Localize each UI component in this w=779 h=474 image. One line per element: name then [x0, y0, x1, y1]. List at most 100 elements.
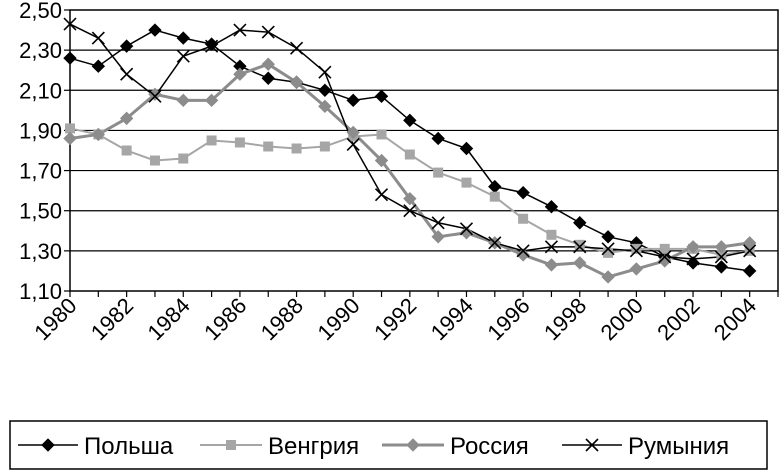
data-point [403, 204, 417, 218]
data-point [459, 222, 474, 236]
data-point [206, 135, 217, 146]
x-tick-label: 1984 [143, 293, 195, 345]
data-point-stroke [516, 244, 530, 258]
x-tick-label: 1994 [426, 293, 478, 345]
data-point [65, 123, 75, 134]
y-tick-label: 1,70 [19, 159, 62, 184]
series-line-4 [69, 23, 750, 260]
x-tick-label: 2000 [596, 293, 648, 345]
data-point-stroke [261, 25, 275, 39]
data-point [63, 51, 77, 65]
data-point [659, 243, 670, 254]
y-tick-label: 1,90 [19, 118, 62, 143]
series-markers [63, 17, 757, 284]
data-point [573, 216, 587, 230]
data-point [544, 240, 559, 254]
legend-marker [406, 438, 420, 452]
data-point-stroke [459, 222, 474, 236]
legend-label: Польша [84, 433, 174, 460]
data-point-stroke [544, 240, 559, 254]
data-point [461, 177, 472, 188]
data-point [233, 67, 247, 81]
x-tick-label: 1996 [482, 293, 534, 345]
data-point [149, 155, 160, 166]
y-tick-label: 1,30 [19, 239, 62, 264]
legend-item: Румыния [562, 433, 729, 460]
data-point [178, 153, 189, 164]
data-point [573, 240, 587, 254]
y-tick-label: 2,30 [19, 38, 62, 63]
data-point-stroke [63, 17, 77, 31]
data-point [742, 264, 757, 278]
data-point [544, 199, 559, 214]
data-point-stroke [205, 39, 219, 53]
data-point [291, 143, 302, 154]
data-point-stroke [91, 31, 105, 45]
legend-item: Польша [18, 433, 174, 460]
x-tick-label: 1986 [199, 293, 251, 345]
data-point [629, 262, 644, 276]
data-point [488, 236, 502, 250]
data-point [546, 229, 557, 240]
data-point [91, 31, 105, 45]
legend-item: Венгрия [200, 433, 359, 460]
legend-item: Россия [382, 433, 529, 460]
gridlines [70, 49, 778, 252]
data-point [205, 39, 219, 53]
data-point [318, 65, 332, 79]
plot-frame [69, 9, 779, 292]
y-axis-ticks: 2,50 2,30 2,10 1,90 1,70 1,50 1,30 1,10 [19, 0, 70, 304]
legend-label: Румыния [628, 433, 729, 460]
data-point [121, 145, 132, 156]
y-tick-label: 2,50 [19, 0, 62, 23]
data-point-stroke [714, 250, 728, 264]
data-point [233, 23, 247, 37]
data-point [289, 75, 304, 89]
data-point [686, 252, 700, 266]
data-point [431, 216, 445, 230]
data-point [176, 49, 190, 63]
data-point [459, 226, 474, 240]
data-point [63, 131, 77, 146]
data-point [574, 239, 585, 250]
data-point [148, 23, 162, 37]
data-point [403, 113, 417, 128]
data-point [601, 270, 615, 284]
data-point [261, 71, 275, 85]
data-point-stroke [289, 41, 304, 55]
data-point [516, 185, 530, 200]
data-point [516, 248, 530, 262]
x-tick-label: 2002 [652, 293, 704, 345]
data-point [374, 188, 389, 202]
legend-marker [226, 440, 236, 450]
data-point [319, 141, 330, 152]
data-point [489, 191, 500, 202]
x-tick-label: 1990 [312, 293, 364, 345]
x-tick-label: 1982 [86, 293, 138, 345]
y-tick-label: 1,50 [19, 199, 62, 224]
data-point-stroke [488, 236, 502, 250]
data-point-stroke [629, 244, 643, 258]
series-line-2 [69, 127, 750, 256]
data-point [120, 67, 134, 81]
x-axis-ticks: 1980 1982 1984 1986 1988 1990 1992 1994 1996 1998… [29, 291, 779, 345]
x-tick-label: 1992 [369, 293, 421, 345]
legend-label: Венгрия [268, 433, 359, 460]
x-tick-label: 1998 [539, 293, 591, 345]
data-point [601, 242, 615, 256]
data-point [289, 41, 304, 55]
x-tick-label: 1988 [256, 293, 308, 345]
data-point [743, 244, 757, 258]
data-point [714, 260, 729, 274]
data-point [658, 250, 672, 264]
legend-marker-stroke [585, 438, 599, 452]
data-point [714, 250, 728, 264]
data-point-stroke [346, 137, 360, 152]
data-point [374, 153, 389, 168]
data-point [601, 230, 615, 244]
data-point [658, 254, 672, 268]
data-point [346, 125, 360, 140]
data-point-stroke [743, 244, 757, 258]
data-point [488, 179, 502, 194]
